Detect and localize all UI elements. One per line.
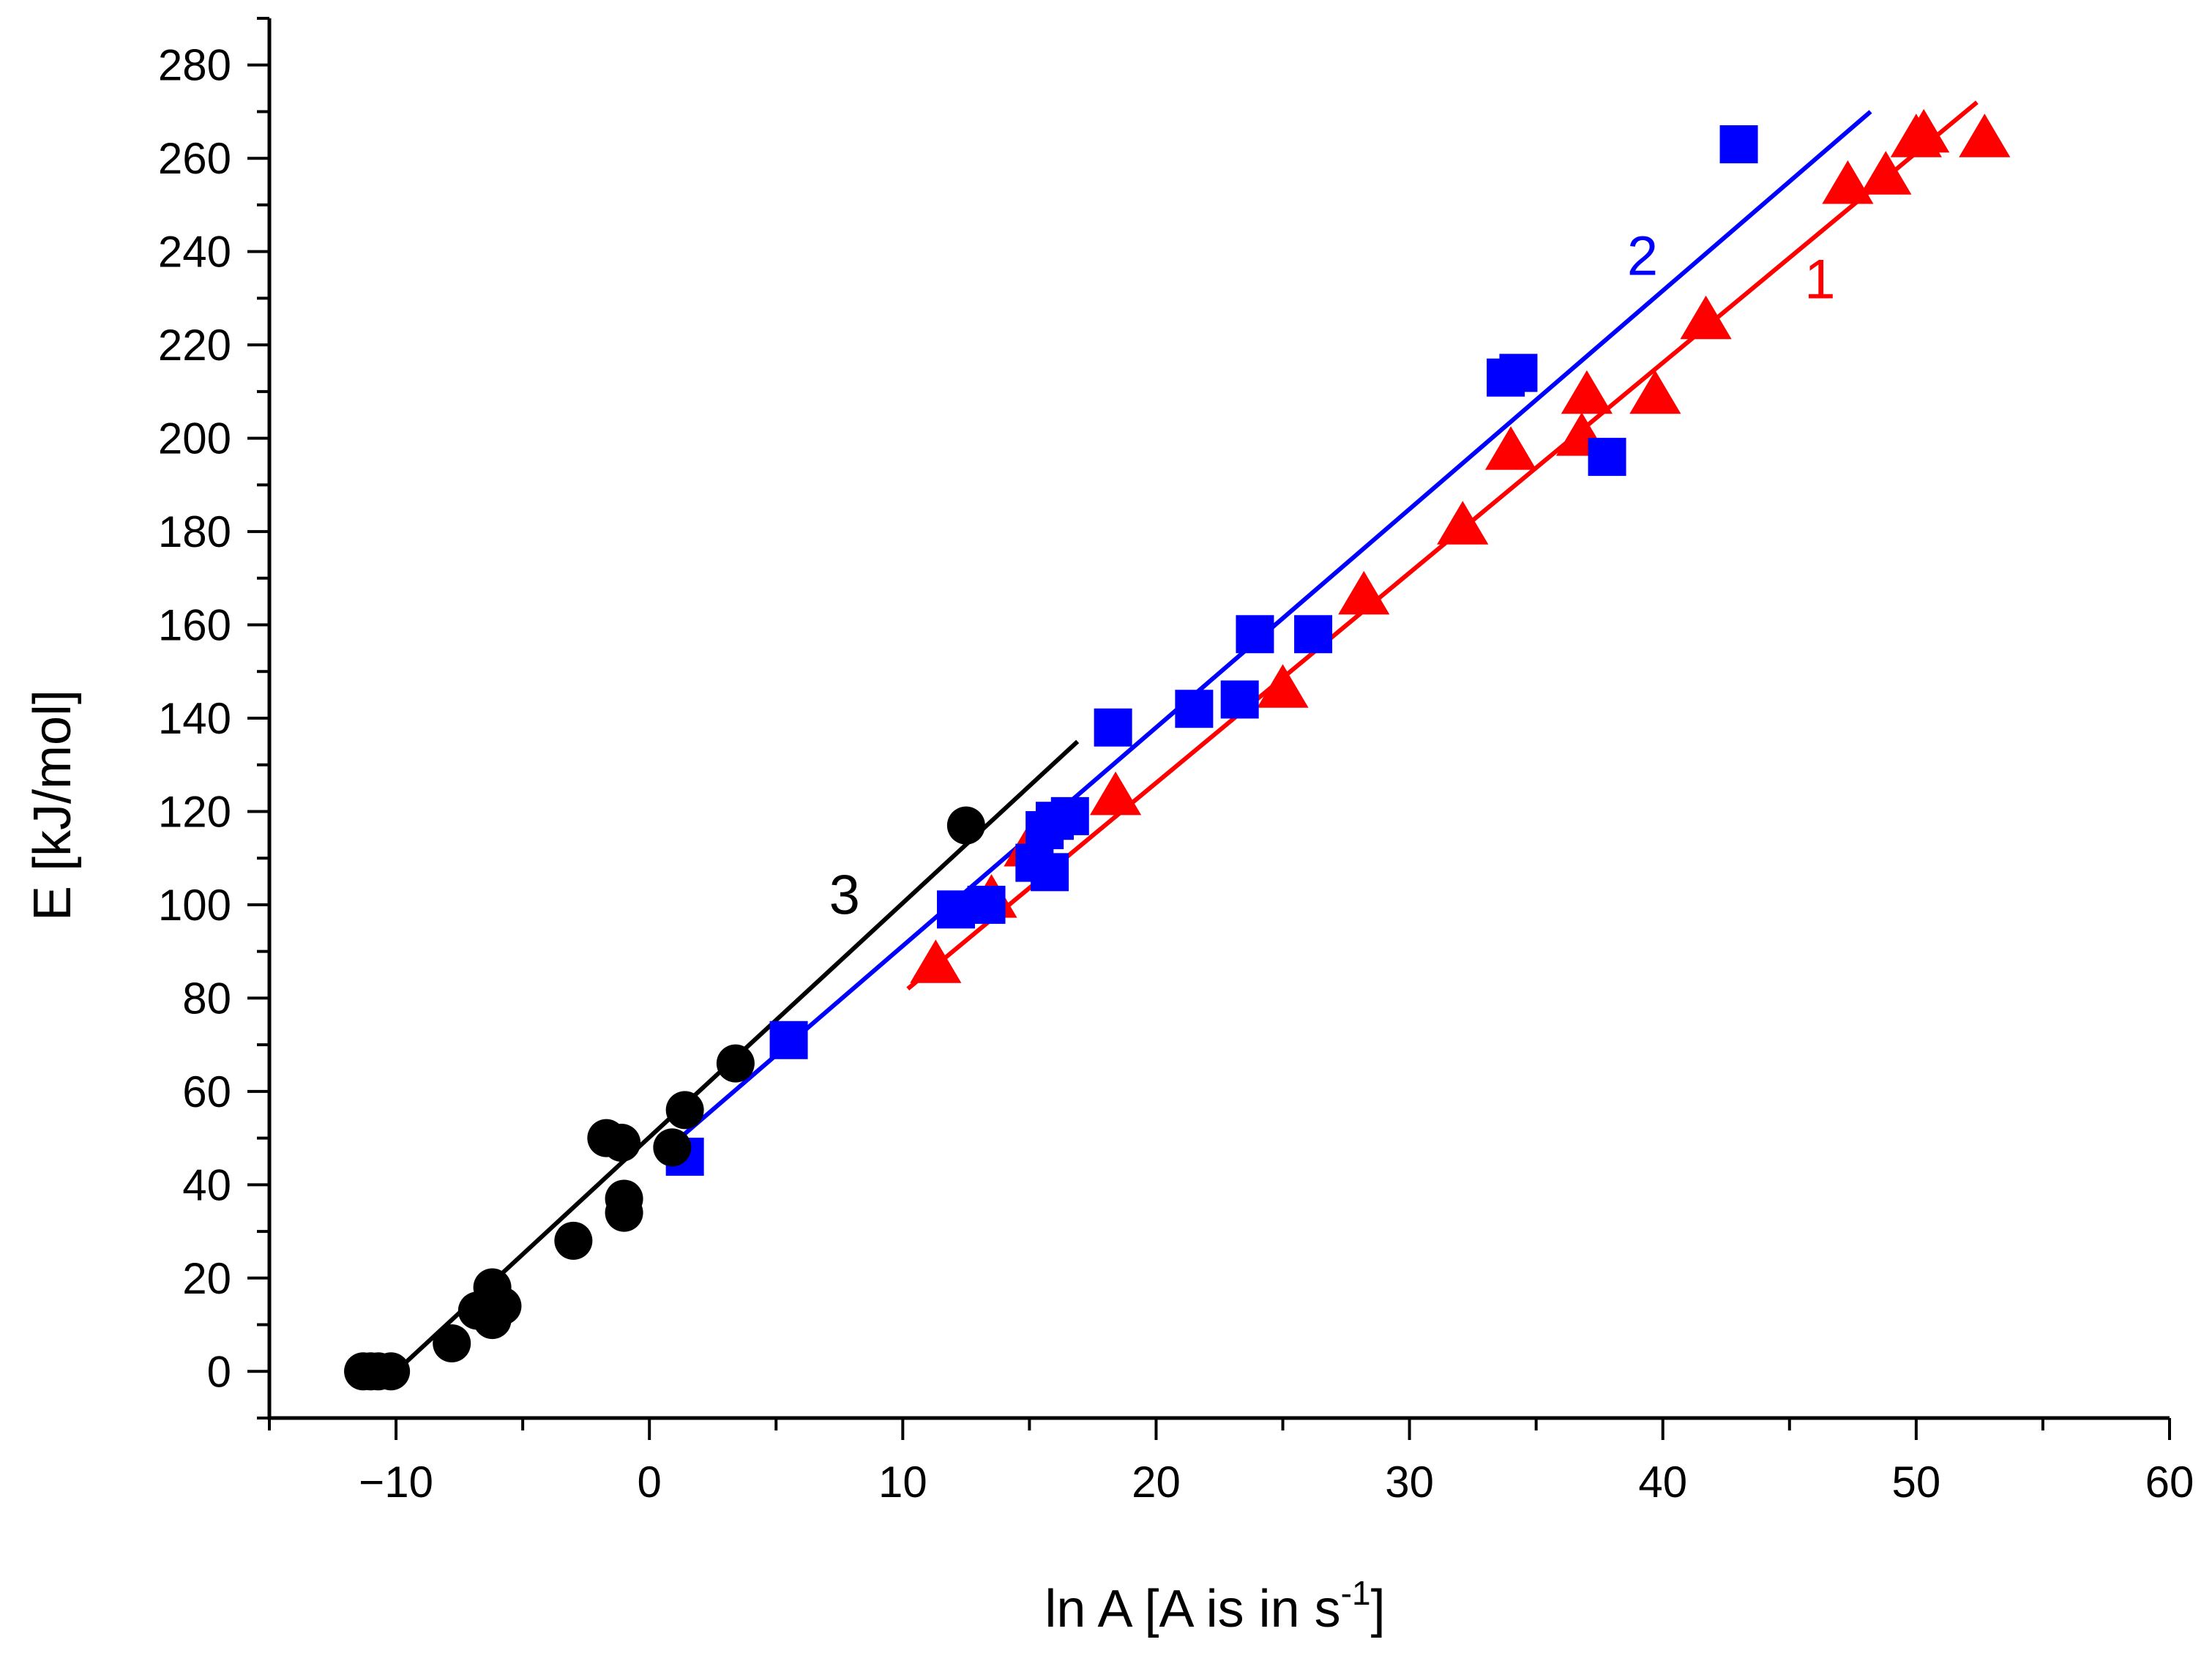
point-series-1: [1089, 771, 1142, 816]
point-series-2: [769, 1021, 808, 1059]
point-series-3: [602, 1123, 641, 1162]
y-tick-label: 240: [158, 228, 231, 277]
point-series-3: [716, 1044, 755, 1083]
point-series-2: [1031, 853, 1069, 892]
x-tick-label: −10: [359, 1458, 433, 1507]
point-series-2: [1094, 708, 1132, 747]
y-tick-label: 140: [158, 694, 231, 743]
point-series-1: [1257, 664, 1309, 708]
point-series-3: [483, 1287, 522, 1326]
y-tick-label: 180: [158, 507, 231, 556]
x-tick-label: 10: [878, 1458, 927, 1507]
point-series-1: [1959, 113, 2011, 157]
series-labels: 1 2 3: [829, 225, 1836, 927]
y-tick-label: 200: [158, 414, 231, 463]
point-series-3: [554, 1221, 593, 1260]
series-label-1: 1: [1804, 248, 1835, 310]
x-tick-label: 30: [1385, 1458, 1434, 1507]
point-series-1: [1680, 295, 1732, 340]
point-series-3: [372, 1352, 411, 1391]
point-series-1: [910, 939, 962, 983]
y-tick-label: 20: [182, 1254, 231, 1303]
point-series-1: [1338, 570, 1390, 615]
x-tick-label: 60: [2145, 1458, 2194, 1507]
point-series-2: [1294, 615, 1333, 654]
point-series-2: [1236, 615, 1274, 654]
point-series-1: [1860, 151, 1912, 195]
point-series-2: [1499, 354, 1538, 392]
point-series-1: [1898, 108, 1950, 153]
point-series-2: [1588, 438, 1626, 477]
series-label-2: 2: [1627, 225, 1658, 288]
ticks: −10 0 10 20 30 40 50 60 0 20 40 60 80 100 120 140 160 180…: [158, 17, 2194, 1507]
x-axis-title-suffix: ]: [1371, 1580, 1386, 1638]
y-tick-label: 60: [182, 1067, 231, 1116]
series-label-3: 3: [829, 865, 860, 927]
point-series-3: [433, 1324, 471, 1363]
point-series-1: [1629, 370, 1681, 414]
y-axis-title: E [kJ/mol]: [23, 690, 82, 921]
x-tick-label: 0: [638, 1458, 662, 1507]
y-tick-label: 40: [182, 1160, 231, 1209]
x-axis-title-superscript: -1: [1341, 1574, 1371, 1612]
fit-line-series-1: [906, 100, 1979, 990]
point-series-2: [1220, 680, 1259, 719]
x-tick-label: 40: [1638, 1458, 1687, 1507]
y-tick-label: 260: [158, 134, 231, 183]
point-series-3: [605, 1193, 643, 1232]
y-tick-label: 220: [158, 321, 231, 370]
point-series-1: [1437, 501, 1489, 545]
point-series-2: [1719, 125, 1758, 164]
y-tick-label: 0: [207, 1347, 231, 1396]
data-points: [344, 108, 2011, 1391]
x-tick-label: 50: [1891, 1458, 1940, 1507]
point-series-1: [1822, 160, 1874, 204]
point-series-3: [653, 1128, 692, 1167]
point-series-1: [1484, 426, 1537, 470]
point-series-3: [946, 806, 985, 845]
axes: [267, 18, 2170, 1420]
point-series-3: [665, 1091, 704, 1130]
x-tick-label: 20: [1132, 1458, 1181, 1507]
point-series-2: [1050, 796, 1089, 835]
y-tick-label: 280: [158, 41, 231, 90]
point-series-2: [967, 885, 1006, 924]
fit-lines: [395, 100, 1979, 1373]
x-axis-title: ln A [A is in s-1]: [1045, 1574, 1385, 1638]
fit-line-series-2: [678, 110, 1872, 1140]
point-series-2: [1175, 690, 1214, 728]
x-axis-title-main: ln A [A is in s: [1045, 1580, 1340, 1638]
y-tick-label: 120: [158, 787, 231, 836]
y-tick-label: 80: [182, 974, 231, 1023]
point-series-1: [1561, 370, 1613, 414]
y-tick-label: 160: [158, 601, 231, 650]
y-tick-label: 100: [158, 881, 231, 930]
